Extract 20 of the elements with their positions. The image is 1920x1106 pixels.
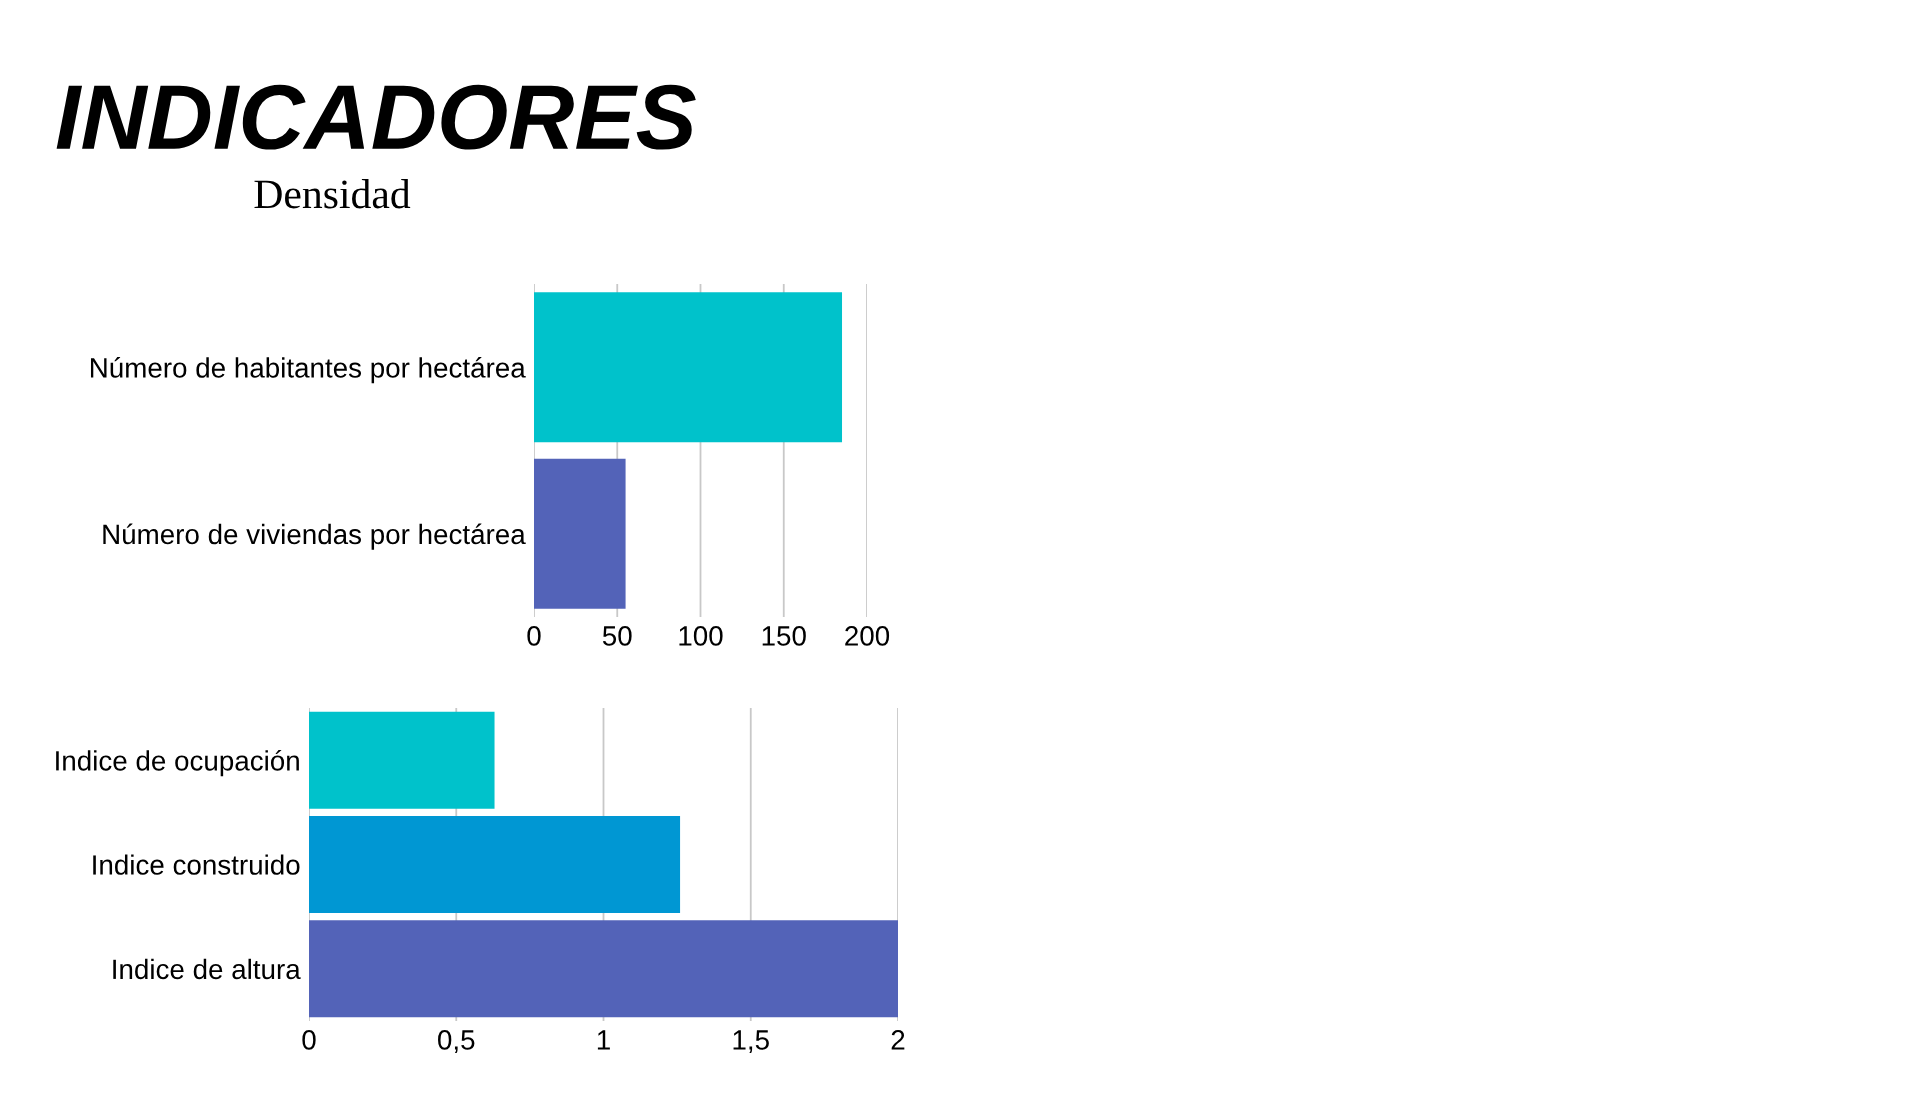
bar <box>309 920 898 1018</box>
x-tick-label: 0 <box>302 1030 316 1050</box>
x-tick-label: 150 <box>762 626 806 646</box>
x-tick-label: 2 <box>891 1030 905 1050</box>
x-tick-label: 100 <box>679 626 723 646</box>
x-tick-label: 200 <box>845 626 890 646</box>
x-tick-label: 0,5 <box>438 1030 475 1054</box>
chart-subtitle: Densidad <box>254 179 411 209</box>
y-tick-label: Número de habitantes por hectárea <box>90 357 526 384</box>
bar <box>309 711 495 809</box>
x-tick-label: 1 <box>597 1030 610 1050</box>
x-tick-label: 0 <box>527 626 541 646</box>
y-tick-label: Número de viviendas por hectárea <box>103 523 526 550</box>
chart-title: INDICADORES <box>56 84 696 150</box>
bar <box>309 815 681 914</box>
y-tick-label: Indice construido <box>93 854 300 875</box>
x-tick-label: 1,5 <box>733 1030 769 1054</box>
y-tick-label: Indice de ocupación <box>56 749 299 777</box>
y-tick-label: Indice de altura <box>113 958 301 980</box>
x-tick-label: 50 <box>602 626 632 646</box>
